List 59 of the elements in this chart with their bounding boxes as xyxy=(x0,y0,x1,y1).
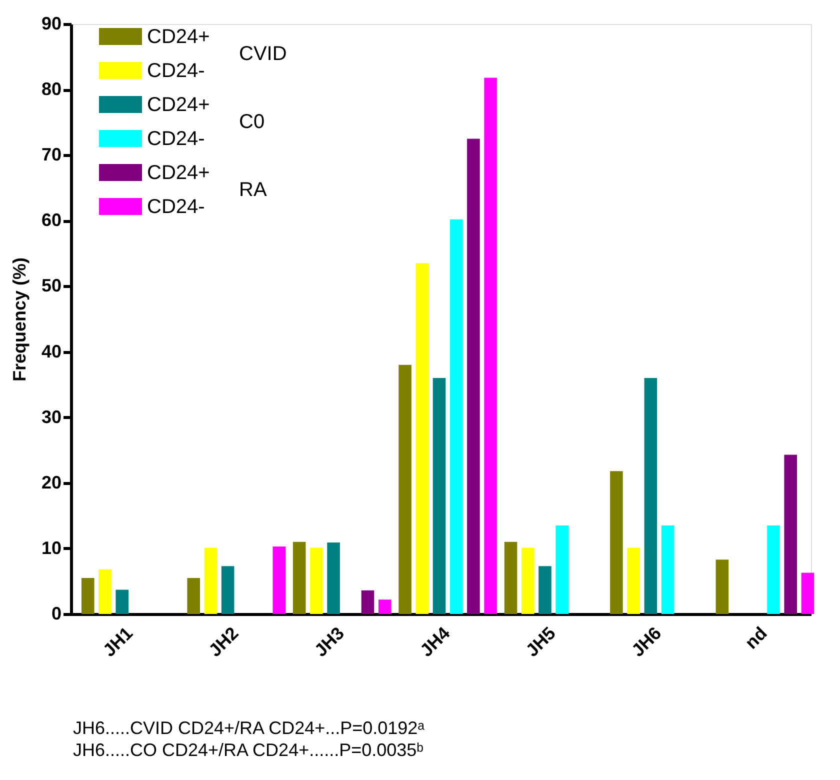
bar xyxy=(204,548,218,614)
x-tick-label: JH3 xyxy=(310,623,348,661)
y-axis-title: Frequency (%) xyxy=(9,257,30,382)
legend-label: CD24+ xyxy=(147,162,210,184)
y-tick-label: 10 xyxy=(41,538,62,558)
y-tick-label: 30 xyxy=(41,406,62,427)
bar xyxy=(801,572,814,614)
bar xyxy=(716,560,729,614)
bar xyxy=(538,566,552,614)
bar xyxy=(221,566,234,614)
y-tick-label: 70 xyxy=(41,144,62,165)
bar xyxy=(610,471,623,614)
x-tick-label: JH5 xyxy=(522,623,560,661)
y-tick-label: 0 xyxy=(51,604,62,624)
bar xyxy=(327,542,340,614)
annotation: RA xyxy=(239,179,268,201)
bar xyxy=(116,590,128,614)
bar xyxy=(310,548,323,614)
bar xyxy=(187,578,200,614)
bar xyxy=(398,364,412,614)
bar xyxy=(292,542,306,614)
y-tick-label: 90 xyxy=(41,14,62,34)
x-tick-label: JH1 xyxy=(99,623,137,661)
legend-label: CD24- xyxy=(147,60,205,82)
bar xyxy=(432,378,446,614)
x-tick-label: nd xyxy=(741,623,771,653)
legend-label: CD24- xyxy=(147,196,205,218)
bar xyxy=(81,578,94,614)
bar xyxy=(450,219,463,614)
text: JH6.....CVID CD24+/RA CD24+...P=0.0192ᵃ xyxy=(73,718,425,738)
bar xyxy=(467,138,480,614)
x-tick-label: JH4 xyxy=(416,623,454,661)
y-tick-label: 80 xyxy=(41,79,62,100)
bar xyxy=(378,600,392,614)
annotation: C0 xyxy=(239,111,265,133)
legend-label: CD24+ xyxy=(147,26,210,48)
y-tick-label: 40 xyxy=(41,341,62,362)
y-tick-label: 60 xyxy=(41,210,62,230)
bar xyxy=(361,590,374,614)
legend-label: CD24+ xyxy=(147,94,210,116)
bar xyxy=(416,263,429,614)
bar xyxy=(767,526,780,614)
bar xyxy=(661,526,674,614)
bar xyxy=(556,526,568,614)
x-tick-label: JH2 xyxy=(204,623,242,661)
bar xyxy=(627,548,640,614)
bar xyxy=(272,546,286,614)
y-tick-label: 20 xyxy=(41,472,62,492)
bar xyxy=(521,548,534,614)
legend-label: CD24- xyxy=(147,128,205,150)
annotation: CVID xyxy=(239,43,287,65)
bar xyxy=(98,569,112,614)
bar xyxy=(484,78,497,614)
bar xyxy=(784,454,797,614)
y-tick-label: 50 xyxy=(41,276,62,296)
bar xyxy=(644,378,658,614)
x-tick-label: JH6 xyxy=(628,623,666,661)
text: JH6.....CO CD24+/RA CD24+......P=0.0035ᵇ xyxy=(73,740,424,760)
bar xyxy=(504,542,518,614)
